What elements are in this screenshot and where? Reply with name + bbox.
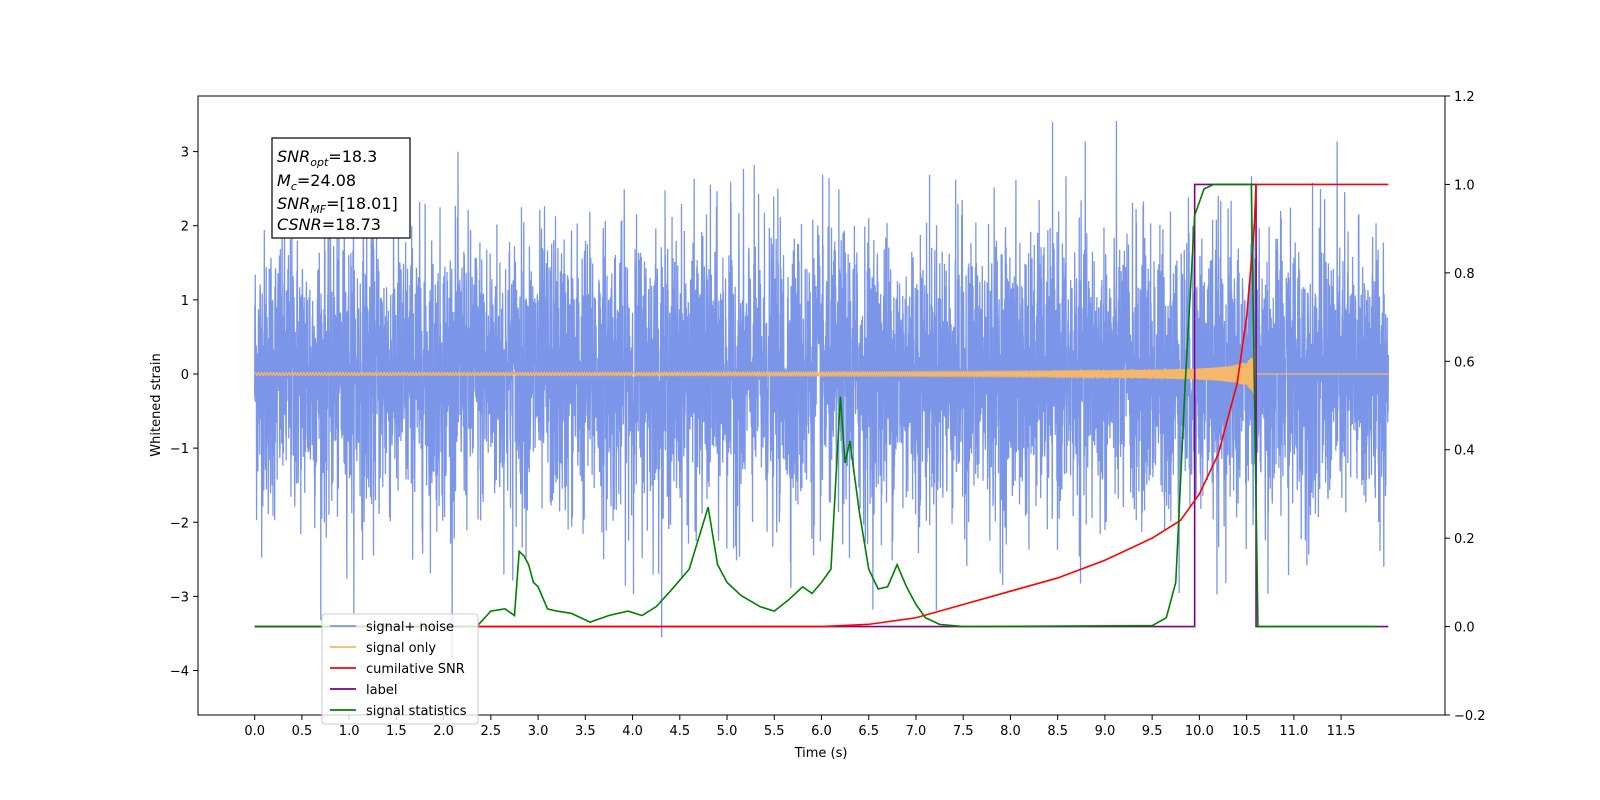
x-tick-label: 1.0 [339, 724, 360, 739]
legend-label: cumilative SNR [366, 662, 465, 677]
y-tick-label: 0 [181, 368, 189, 383]
x-tick-label: 7.5 [953, 724, 974, 739]
x-tick-label: 6.0 [811, 724, 832, 739]
x-tick-label: 0.5 [292, 724, 313, 739]
x-tick-label: 5.5 [764, 724, 785, 739]
annotation-csnr: CSNR=18.73 [277, 215, 381, 234]
y-tick-label: 3 [181, 146, 189, 161]
y-tick-label: −4 [170, 665, 189, 680]
y-tick-label: 2 [181, 220, 189, 235]
y2-tick-label: 0.4 [1454, 444, 1475, 459]
y-tick-label: 1 [181, 294, 189, 309]
y2-tick-label: 0.0 [1454, 621, 1475, 636]
x-tick-label: 1.5 [386, 724, 407, 739]
y2-tick-label: 1.2 [1454, 90, 1475, 105]
y2-tick-label: −0.2 [1454, 709, 1486, 724]
legend-label: signal+ noise [366, 620, 454, 635]
y-axis-label: Whitened strain [149, 353, 164, 456]
x-tick-label: 9.0 [1095, 724, 1116, 739]
legend-label: signal statistics [366, 704, 467, 719]
x-tick-label: 3.5 [575, 724, 596, 739]
x-tick-label: 7.0 [906, 724, 927, 739]
x-tick-label: 10.0 [1185, 724, 1214, 739]
series-signal-only [254, 346, 1389, 402]
series-layer [254, 121, 1389, 658]
legend-label: signal only [366, 641, 436, 656]
x-tick-label: 11.0 [1279, 724, 1308, 739]
x-tick-label: 2.0 [433, 724, 454, 739]
y-tick-label: −3 [170, 590, 189, 605]
x-tick-label: 3.0 [528, 724, 549, 739]
y-tick-label: −1 [170, 442, 189, 457]
legend-label: label [366, 683, 397, 698]
annotation-mc: Mc=24.08 [277, 171, 356, 193]
x-tick-label: 2.5 [481, 724, 502, 739]
legend: signal+ noise signal only cumilative SNR la… [321, 613, 479, 725]
y2-tick-label: 0.6 [1454, 355, 1475, 370]
x-tick-label: 6.5 [858, 724, 879, 739]
y-axis-left: 3 2 1 0 −1 −2 −3 −4 [170, 146, 198, 680]
series-cumulative-snr [254, 183, 1389, 628]
x-axis: 0.0 0.5 1.0 1.5 2.0 2.5 3.0 3.5 4.0 4.5 5.0 5.5 6.0 6… [244, 715, 1356, 739]
y2-tick-label: 1.0 [1454, 178, 1475, 193]
x-tick-label: 10.5 [1232, 724, 1261, 739]
annotation-snr-opt: SNRopt=18.3 [277, 147, 377, 169]
x-tick-label: 8.5 [1047, 724, 1068, 739]
annotation-box: SNRopt=18.3 Mc=24.08 SNRMF=[18.01] CSNR=… [271, 137, 411, 239]
x-tick-label: 0.0 [244, 724, 265, 739]
y2-tick-label: 0.8 [1454, 267, 1475, 282]
y-axis-right: 1.2 1.0 0.8 0.6 0.4 0.2 0.0 −0.2 [1445, 90, 1486, 724]
series-signal-statistics [254, 183, 1379, 628]
annotation-snr-mf: SNRMF=[18.01] [277, 194, 398, 216]
y2-tick-label: 0.2 [1454, 532, 1475, 547]
y-tick-label: −2 [170, 516, 189, 531]
x-tick-label: 5.0 [717, 724, 738, 739]
x-tick-label: 4.5 [669, 724, 690, 739]
x-tick-label: 8.0 [1000, 724, 1021, 739]
x-tick-label: 11.5 [1327, 724, 1356, 739]
series-signal-noise [254, 121, 1389, 658]
x-tick-label: 9.5 [1142, 724, 1163, 739]
x-tick-label: 4.0 [622, 724, 643, 739]
x-axis-label: Time (s) [794, 746, 848, 761]
